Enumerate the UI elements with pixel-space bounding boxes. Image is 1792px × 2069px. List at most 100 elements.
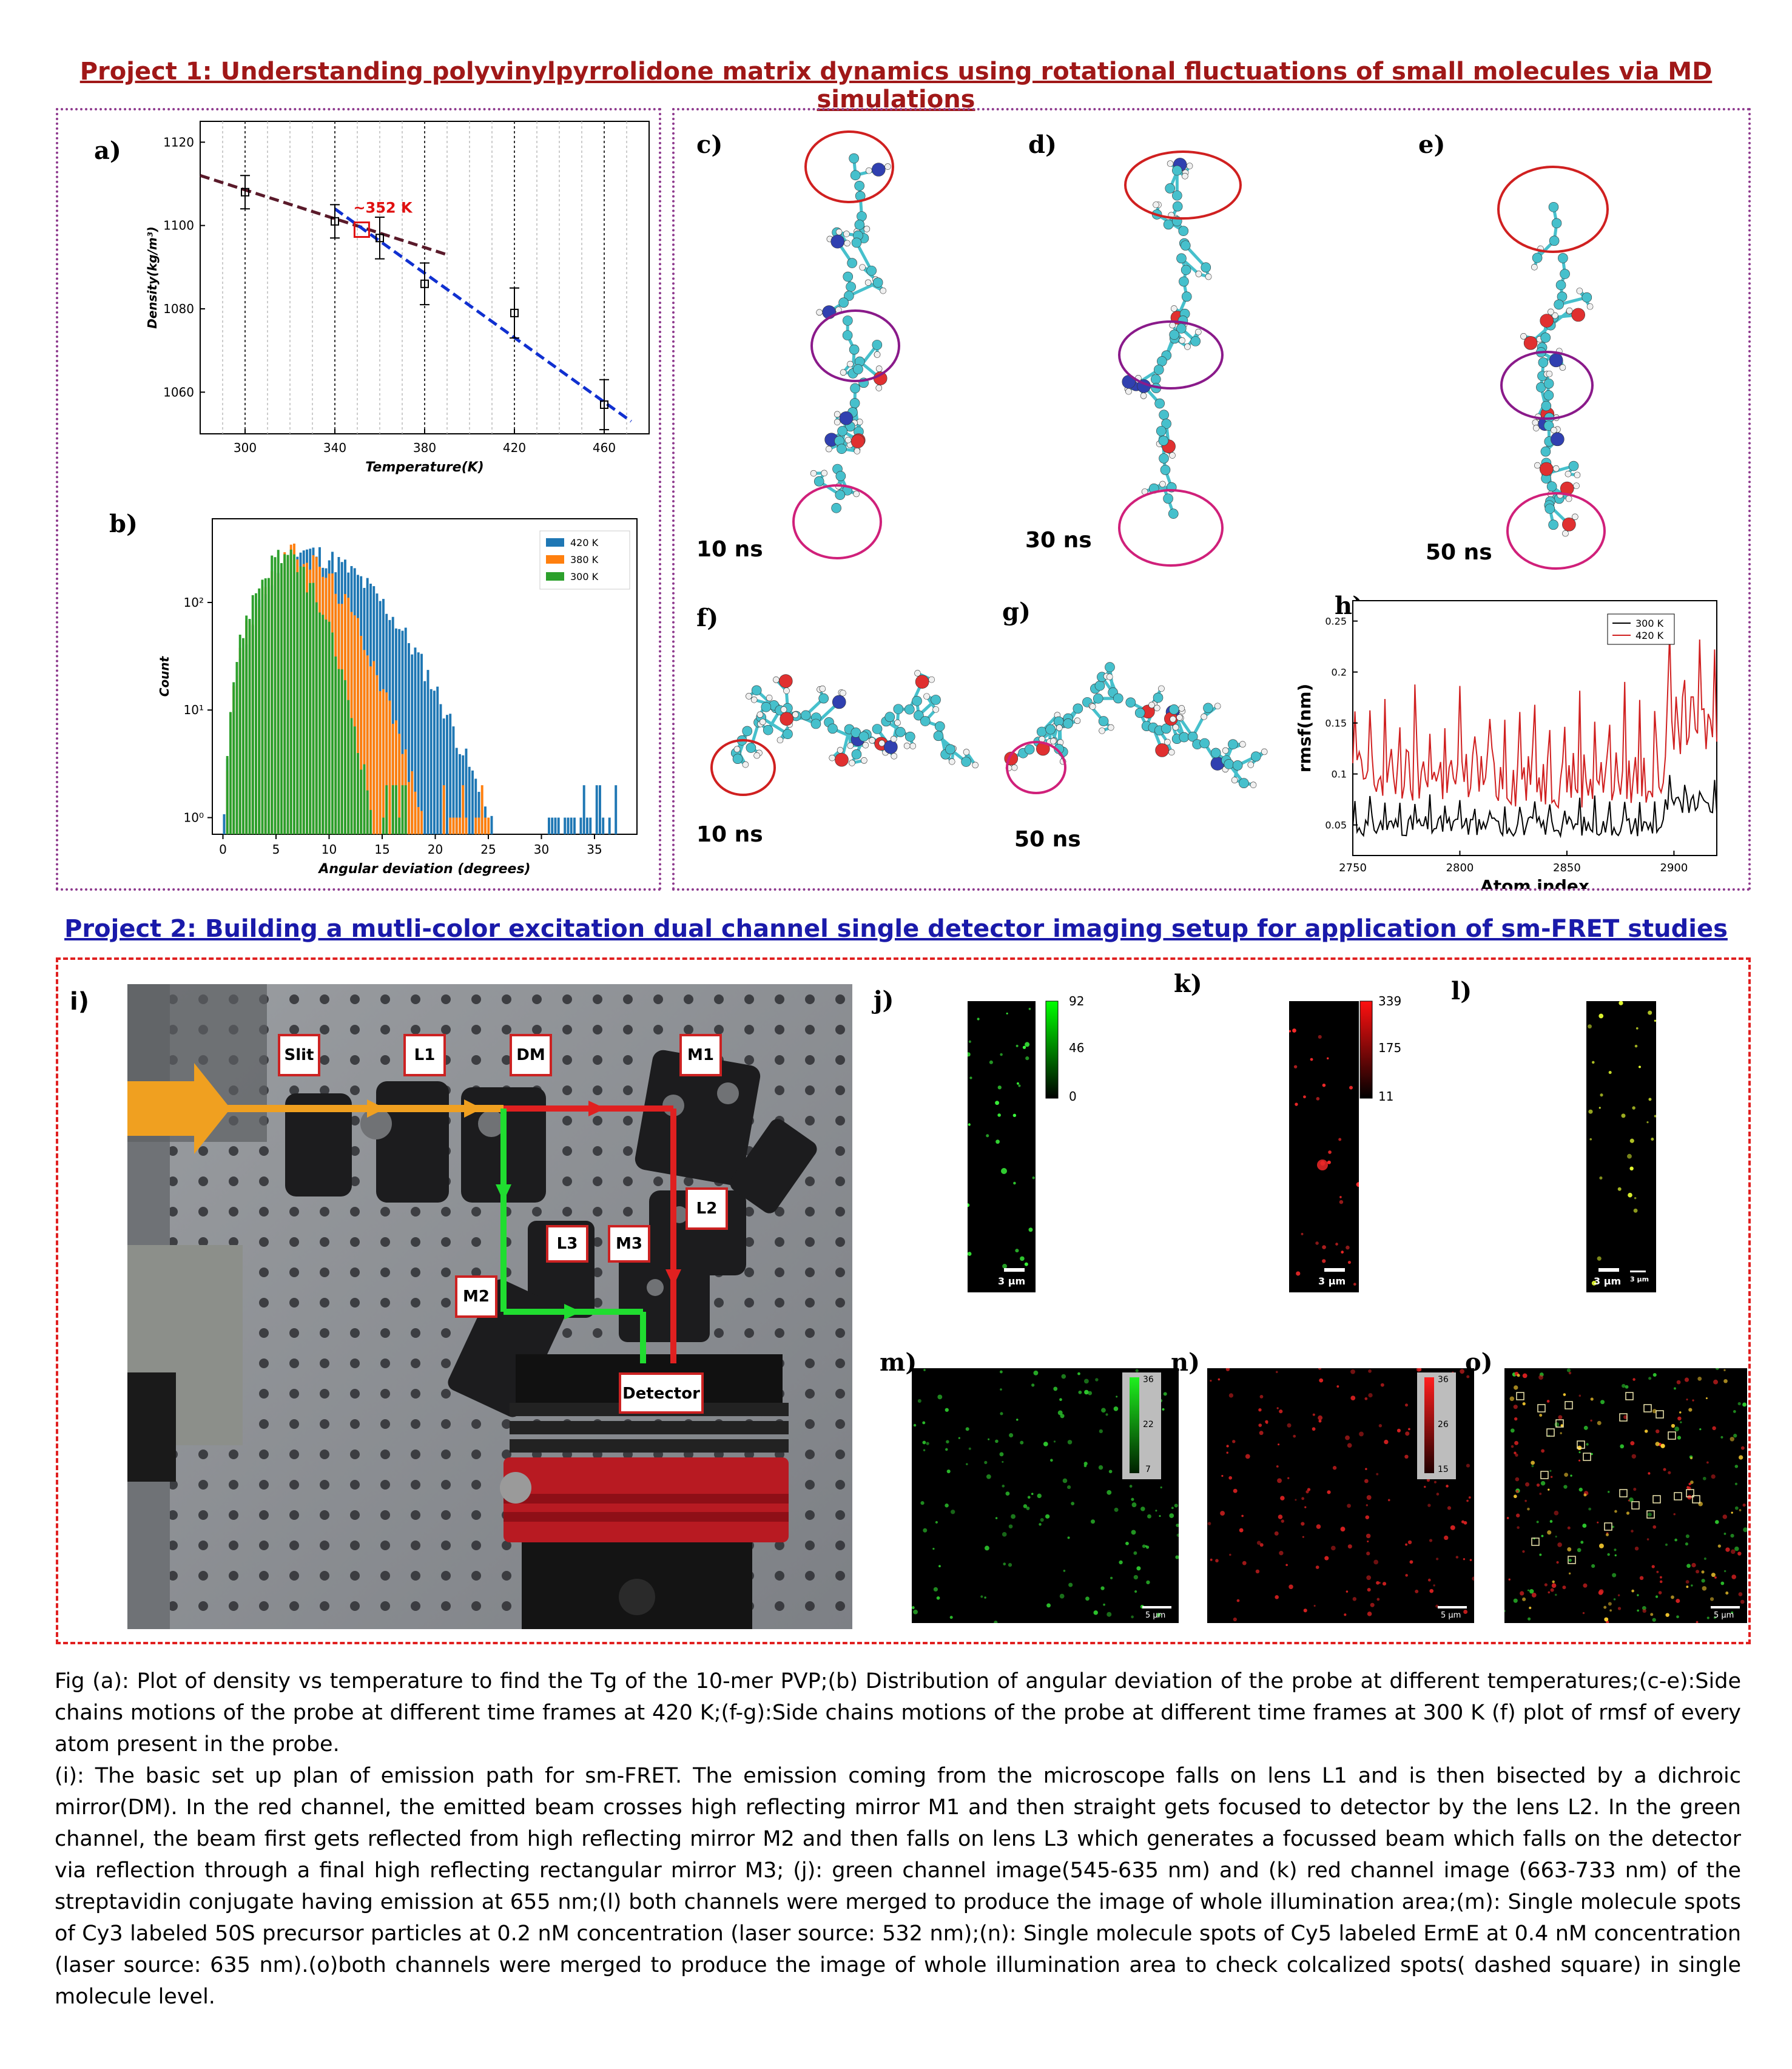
histogram-bar [302,567,305,834]
atom [1543,390,1554,400]
atom [1159,481,1166,488]
caption-paragraph-1: Fig (a): Plot of density vs temperature … [55,1669,1741,1757]
fluorescent-spot [1404,1454,1409,1459]
fluorescent-spot [1539,1553,1542,1556]
atom [869,737,875,744]
fluorescent-spot [1364,1397,1368,1400]
histogram-bar [328,621,331,834]
atom [1558,253,1568,263]
atom [850,170,861,181]
angular-deviation-histogram: 0 5 10 15 20 25 30 35 10⁰ 10¹ 10² Angular deviation… [157,518,638,877]
atom [1164,738,1171,746]
scalebar-j: 3 µm [998,1275,1026,1287]
atom [858,731,869,742]
fluorescent-spot [968,1203,970,1207]
molecule-g [1004,662,1268,794]
fluorescent-spot [1591,1564,1595,1568]
atom [1532,419,1539,426]
x-tick-label: 30 [534,842,549,857]
fluorescent-spot [1033,1370,1039,1375]
fluorescent-spot [1259,1431,1264,1436]
colocalized-box [1531,1537,1540,1546]
histogram-bar [487,817,490,834]
fluorescent-spot [1409,1560,1413,1564]
fluorescent-spot [1665,1613,1669,1617]
histogram-bar [459,817,461,834]
atom [1539,462,1554,476]
fluorescent-spot [1341,1251,1344,1254]
fluorescent-spot [1639,1576,1644,1581]
histogram-bar [325,619,328,834]
colocalized-box [1565,1401,1573,1409]
fluorescent-spot [1527,1589,1529,1591]
fluorescent-spot [1245,1454,1250,1459]
fluorescent-spot [1522,1550,1525,1553]
fluorescent-spot [1606,1533,1609,1536]
fluorescent-spot [1312,1427,1316,1431]
atom [1586,303,1594,310]
colorbar-k-min: 11 [1378,1089,1394,1104]
fluorescent-spot [1175,1555,1179,1559]
fluorescent-spot [1646,1538,1649,1541]
atom [849,153,859,164]
fluorescent-spot [995,1517,998,1519]
fluorescent-spot [1288,1584,1293,1590]
fluorescent-spot [1709,1597,1714,1601]
fluorescent-spot [1339,1200,1344,1204]
fluorescent-spot [1293,1434,1296,1438]
project1-title: Project 1: Understanding polyvinylpyrrol… [79,58,1713,113]
fluorescent-spot [1279,1551,1284,1556]
fluorescent-spot [1455,1556,1459,1559]
fluorescent-spot [1327,1160,1331,1164]
bright-spot [1001,1168,1007,1174]
atom [1548,308,1554,316]
atom [1176,253,1187,264]
atom [849,398,860,408]
fluorescent-spot [1469,1559,1472,1561]
fluorescent-spot [1382,1582,1387,1586]
fluorescent-spot [1578,1394,1581,1397]
fluorescent-spot [1176,1533,1179,1537]
fluorescent-spot [1346,1245,1350,1250]
atom [834,411,841,418]
fluorescent-spot [1622,1383,1626,1388]
histogram-bar [557,817,560,834]
fluorescent-spot [1376,1473,1379,1476]
rmsf-line [1352,632,1717,809]
atom [753,752,760,759]
fluorescent-spot [999,1452,1004,1457]
histogram-bar [420,653,423,834]
fluorescent-spot [1312,1413,1315,1416]
panel-j-label: j) [874,986,894,1014]
fluorescent-spot [1547,1530,1552,1535]
histogram-bar [442,718,445,834]
histogram-bar [398,817,401,834]
fluorescent-spot [1466,1463,1470,1468]
fluorescent-spot [1630,1441,1635,1446]
fluorescent-spot [1647,1512,1652,1517]
fluorescent-spot [1077,1372,1080,1375]
atom [1543,378,1554,389]
fluorescent-spot [1277,1478,1282,1483]
y-tick-label: 10⁰ [184,811,204,825]
fluorescent-spot [1131,1530,1136,1535]
legend-label: 300 K [1635,618,1664,629]
fluorescent-spot [1515,1453,1518,1457]
histogram-bar [293,554,295,834]
fluorescent-spot [986,1474,991,1479]
colocalized-box [1646,1510,1655,1519]
atom [862,741,869,749]
fluorescent-spot [1256,1541,1261,1545]
atom [872,340,883,350]
histogram-bar [264,578,267,834]
fluorescent-spot [1140,1507,1145,1511]
fluorescent-spot [1316,1096,1320,1101]
fluorescent-spot [1028,1008,1031,1010]
atom [829,754,836,761]
fluorescent-spot [1676,1615,1679,1619]
fluorescent-spot [1006,1012,1008,1014]
fluorescent-spot [1711,1474,1716,1479]
fluorescent-spot [1316,1524,1321,1529]
atom [1531,263,1538,271]
fluorescent-spot [1031,1383,1035,1387]
